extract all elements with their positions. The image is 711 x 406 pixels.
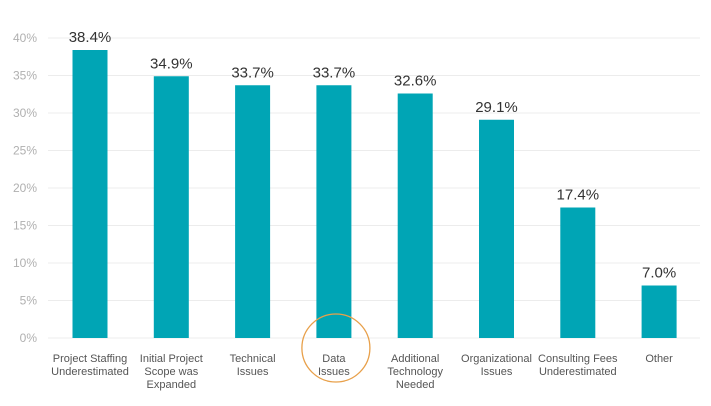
bar xyxy=(235,85,271,338)
y-tick-label: 10% xyxy=(13,256,37,270)
data-label: 33.7% xyxy=(313,64,356,81)
bars xyxy=(72,50,677,338)
x-tick-label: Technical Issues xyxy=(230,353,276,378)
x-tick-label-line: Underestimated xyxy=(539,366,617,378)
x-tick-label-line: Additional xyxy=(391,353,439,365)
x-tick-label-line: Data xyxy=(322,353,346,365)
x-tick-label-line: Organizational xyxy=(461,353,532,365)
data-labels: 38.4% 34.9% 33.7% 33.7% 32.6% 29.1% 17.4% 7.0% xyxy=(69,29,676,282)
bar xyxy=(641,285,677,338)
x-tick-label: Initial Project Scope was Expanded xyxy=(140,353,203,391)
bar xyxy=(153,76,189,338)
y-tick-label: 20% xyxy=(13,181,37,195)
annotations xyxy=(301,313,371,383)
x-tick-label: Data Issues xyxy=(318,353,350,378)
data-label: 33.7% xyxy=(231,64,274,81)
x-tick-label-line: Issues xyxy=(237,366,269,378)
x-tick-label-line: Expanded xyxy=(147,379,197,391)
data-label: 34.9% xyxy=(150,55,193,72)
y-tick-label: 30% xyxy=(13,106,37,120)
x-tick-label: Project Staffing Underestimated xyxy=(51,353,129,378)
x-tick-label-line: Issues xyxy=(481,366,513,378)
x-tick-label-line: Needed xyxy=(396,379,435,391)
data-label: 32.6% xyxy=(394,73,437,90)
bar xyxy=(72,50,108,338)
y-tick-label: 0% xyxy=(20,331,38,345)
x-tick-label-line: Technical xyxy=(230,353,276,365)
x-tick-label-line: Issues xyxy=(318,366,350,378)
x-tick-label-line: Project Staffing xyxy=(53,353,127,365)
y-tick-label: 15% xyxy=(13,219,37,233)
bar xyxy=(397,93,433,338)
data-label: 29.1% xyxy=(475,99,518,116)
data-label: 38.4% xyxy=(69,29,112,46)
y-axis-ticks: 0% 5% 10% 15% 20% 25% 30% 35% 40% xyxy=(13,31,37,345)
x-tick-label-line: Consulting Fees xyxy=(538,353,618,365)
x-tick-label-line: Other xyxy=(645,353,673,365)
x-tick-label-line: Initial Project xyxy=(140,353,203,365)
bar xyxy=(560,207,596,338)
y-tick-label: 40% xyxy=(13,31,37,45)
bar xyxy=(316,85,352,338)
x-tick-label: Other xyxy=(645,353,673,365)
x-tick-label-line: Scope was xyxy=(144,366,198,378)
bar xyxy=(479,119,514,338)
x-tick-label: Organizational Issues xyxy=(461,353,532,378)
highlight-circle xyxy=(301,313,371,383)
data-label: 7.0% xyxy=(642,265,676,282)
data-label: 17.4% xyxy=(557,187,600,204)
y-tick-label: 5% xyxy=(20,294,38,308)
x-tick-label: Consulting Fees Underestimated xyxy=(538,353,618,378)
x-tick-label-line: Underestimated xyxy=(51,366,129,378)
y-tick-label: 35% xyxy=(13,69,37,83)
x-tick-label: Additional Technology Needed xyxy=(387,353,443,391)
x-tick-label-line: Technology xyxy=(387,366,443,378)
gridlines xyxy=(48,37,700,339)
y-tick-label: 25% xyxy=(13,144,37,158)
